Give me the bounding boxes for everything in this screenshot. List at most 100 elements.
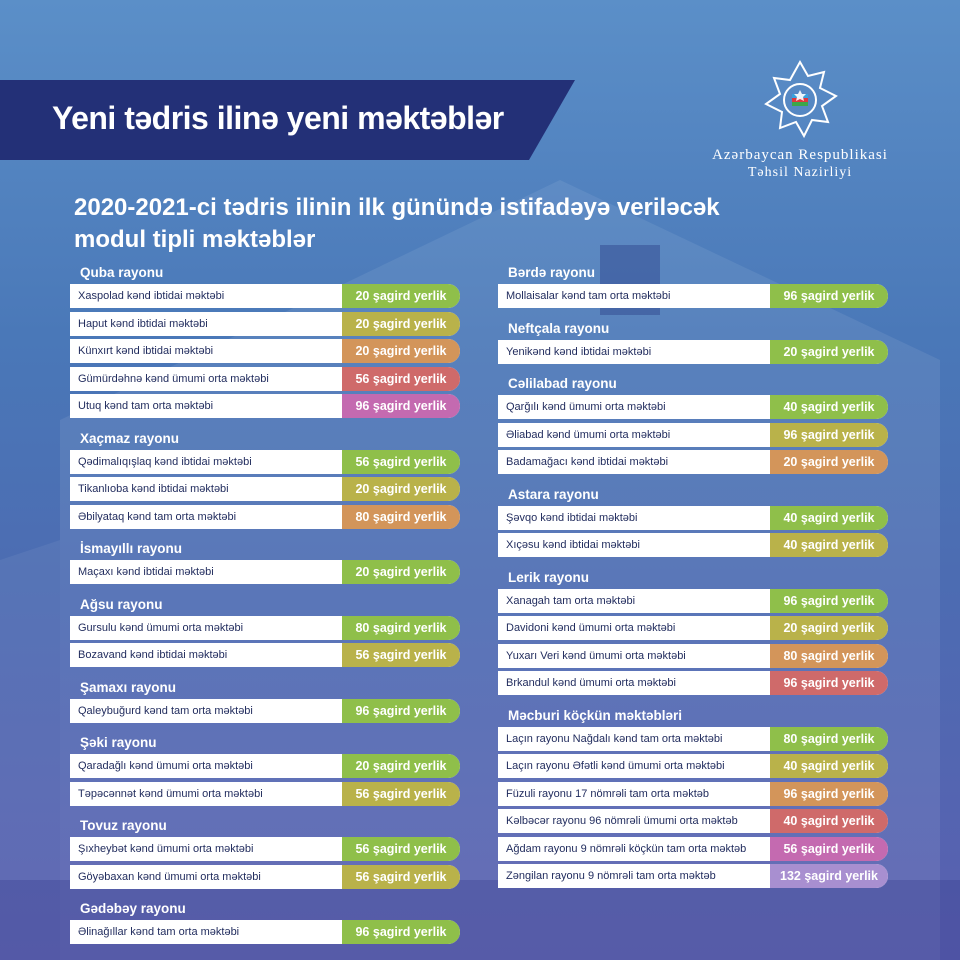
school-name: Mollaisalar kənd tam orta məktəbi	[506, 290, 671, 302]
school-name: Əliabad kənd ümumi orta məktəbi	[506, 428, 671, 441]
capacity-badge: 80 şagird yerlik	[342, 615, 460, 640]
school-name: Qaleybuğurd kənd tam orta məktəbi	[78, 704, 253, 717]
region-heading: Xaçmaz rayonu	[80, 430, 180, 446]
capacity-badge: 96 şagird yerlik	[770, 781, 888, 806]
region-heading: Məcburi köçkün məktəbləri	[508, 707, 683, 723]
school-name: Əbilyataq kənd tam orta məktəbi	[78, 510, 237, 523]
capacity-badge: 96 şagird yerlik	[770, 671, 888, 695]
capacity-badge: 20 şagird yerlik	[342, 560, 460, 584]
ministry-emblem-icon	[764, 59, 838, 139]
title-banner	[0, 80, 575, 160]
school-row: Davidoni kənd ümumi orta məktəbi 20 şagir…	[498, 616, 888, 640]
school-name: Xaspolad kənd ibtidai məktəbi	[78, 290, 225, 302]
capacity-badge: 20 şagird yerlik	[342, 339, 460, 363]
school-name: Əlinağıllar kənd tam orta məktəbi	[78, 926, 240, 938]
school-name: Laçın rayonu Əfətli kənd ümumi orta məkt…	[506, 760, 725, 772]
school-row: Laçın rayonu Əfətli kənd ümumi orta məkt…	[498, 754, 888, 778]
capacity-badge: 56 şagird yerlik	[342, 837, 460, 861]
page-subtitle: 2020-2021-ci tədris ilinin ilk günündə i…	[74, 192, 764, 256]
capacity-badge: 56 şagird yerlik	[770, 836, 888, 861]
region-heading: Neftçala rayonu	[508, 320, 610, 336]
region-heading: Tovuz rayonu	[80, 818, 167, 833]
school-name: Ağdam rayonu 9 nömrəli köçkün tam orta m…	[506, 842, 747, 855]
subtitle-line-2: modul tipli məktəblər	[74, 226, 316, 253]
capacity-badge: 80 şagird yerlik	[770, 726, 888, 751]
school-row: Yuxarı Veri kənd ümumi orta məktəbi 80 şa…	[498, 643, 888, 668]
school-name: Laçın rayonu Nağdalı kənd tam orta məktə…	[506, 732, 723, 745]
ministry-name: Azərbaycan Respublikasi Təhsil Nazirliyi	[700, 146, 900, 181]
school-name: Xanagah tam orta məktəbi	[506, 594, 636, 607]
region-heading: Ağsu rayonu	[80, 596, 163, 612]
school-name: Bozavand kənd ibtidai məktəbi	[78, 649, 228, 661]
school-name: Təpəcənnət kənd ümumi orta məktəbi	[78, 787, 263, 800]
school-name: Maçaxı kənd ibtidai məktəbi	[78, 566, 214, 578]
school-name: Xıçəsu kənd ibtidai məktəbi	[506, 539, 640, 551]
ministry-line-1: Azərbaycan Respublikasi	[712, 147, 888, 163]
capacity-badge: 20 şagird yerlik	[342, 754, 460, 778]
school-row: Əliabad kənd ümumi orta məktəbi 96 şagird…	[498, 422, 888, 447]
school-row: Qaradağlı kənd ümumi orta məktəbi 20 şagi…	[70, 754, 460, 778]
school-row: Qarğılı kənd ümumi orta məktəbi 40 şagird…	[498, 395, 888, 419]
school-name: Tikanlıoba kənd ibtidai məktəbi	[78, 483, 229, 495]
school-name: Göyəbaxan kənd ümumi orta məktəbi	[78, 870, 261, 883]
school-name: Utuq kənd tam orta məktəbi	[78, 400, 214, 412]
school-name: Şəvqo kənd ibtidai məktəbi	[506, 511, 638, 524]
capacity-badge: 96 şagird yerlik	[770, 588, 888, 613]
school-row: Haput kənd ibtidai məktəbi 20 şagird yerl…	[70, 311, 460, 336]
school-name: Qarğılı kənd ümumi orta məktəbi	[506, 401, 666, 413]
school-name: Qaradağlı kənd ümumi orta məktəbi	[78, 760, 253, 772]
capacity-badge: 20 şagird yerlik	[770, 616, 888, 640]
school-row: Füzuli rayonu 17 nömrəli tam orta məktəb…	[498, 781, 888, 806]
capacity-badge: 20 şagird yerlik	[342, 477, 460, 501]
school-row: Əlinağıllar kənd tam orta məktəbi 96 şagi…	[70, 920, 460, 944]
school-row: Gümürdəhnə kənd ümumi orta məktəbi 56 şag…	[70, 366, 460, 391]
right-school-list: Bərdə rayonu Mollaisalar kənd tam orta mə…	[498, 262, 888, 892]
region-heading: Gədəbəy rayonu	[80, 901, 186, 916]
region-heading: Bərdə rayonu	[508, 265, 596, 280]
capacity-badge: 20 şagird yerlik	[770, 339, 888, 364]
region-heading: Quba rayonu	[80, 265, 164, 280]
capacity-badge: 40 şagird yerlik	[770, 809, 888, 833]
school-row: Qədimalıqışlaq kənd ibtidai məktəbi 56 şa…	[70, 449, 460, 474]
school-row: Qaleybuğurd kənd tam orta məktəbi 96 şagi…	[70, 698, 460, 723]
page-title: Yeni tədris ilinə yeni məktəblər	[52, 100, 504, 136]
school-row: Təpəcənnət kənd ümumi orta məktəbi 56 şag…	[70, 781, 460, 806]
school-name: Kəlbəcər rayonu 96 nömrəli ümumi orta mə…	[506, 815, 738, 827]
capacity-badge: 40 şagird yerlik	[770, 754, 888, 778]
school-row: Laçın rayonu Nağdalı kənd tam orta məktə…	[498, 726, 888, 751]
capacity-badge: 20 şagird yerlik	[342, 284, 460, 308]
school-row: Göyəbaxan kənd ümumi orta məktəbi 56 şagi…	[70, 864, 460, 889]
school-row: Tikanlıoba kənd ibtidai məktəbi 20 şagird…	[70, 477, 460, 501]
school-name: Yenikənd kənd ibtidai məktəbi	[506, 345, 652, 358]
school-name: Qədimalıqışlaq kənd ibtidai məktəbi	[78, 455, 252, 468]
capacity-badge: 20 şagird yerlik	[770, 450, 888, 474]
school-row: Əbilyataq kənd tam orta məktəbi 80 şagird…	[70, 504, 460, 529]
school-row: Zəngilan rayonu 9 nömrəli tam orta məktə…	[498, 864, 888, 888]
region-heading: Cəlilabad rayonu	[508, 376, 617, 391]
school-name: Gursulu kənd ümumi orta məktəbi	[78, 621, 244, 634]
subtitle-line-1: 2020-2021-ci tədris ilinin ilk günündə i…	[74, 194, 720, 221]
school-name: Badamağacı kənd ibtidai məktəbi	[506, 456, 669, 468]
school-name: Haput kənd ibtidai məktəbi	[78, 317, 208, 330]
region-heading: Şəki rayonu	[80, 735, 157, 750]
school-name: Füzuli rayonu 17 nömrəli tam orta məktəb	[506, 787, 709, 800]
capacity-badge: 56 şagird yerlik	[342, 643, 460, 667]
school-row: Brkandul kənd ümumi orta məktəbi 96 şagir…	[498, 671, 888, 695]
region-heading: Lerik rayonu	[508, 569, 590, 585]
school-row: Künxırt kənd ibtidai məktəbi 20 şagird ye…	[70, 339, 460, 363]
capacity-badge: 40 şagird yerlik	[770, 505, 888, 530]
capacity-badge: 40 şagird yerlik	[770, 395, 888, 419]
school-row: Maçaxı kənd ibtidai məktəbi 20 şagird yer…	[70, 560, 460, 584]
school-row: Yenikənd kənd ibtidai məktəbi 20 şagird y…	[498, 339, 888, 364]
school-row: Utuq kənd tam orta məktəbi 96 şagird yerl…	[70, 394, 460, 418]
school-row: Xanagah tam orta məktəbi 96 şagird yerlik	[498, 588, 888, 613]
capacity-badge: 56 şagird yerlik	[342, 864, 460, 889]
school-name: Yuxarı Veri kənd ümumi orta məktəbi	[506, 649, 686, 662]
capacity-badge: 96 şagird yerlik	[770, 422, 888, 447]
school-row: Şəvqo kənd ibtidai məktəbi 40 şagird yerl…	[498, 505, 888, 530]
school-row: Ağdam rayonu 9 nömrəli köçkün tam orta m…	[498, 836, 888, 861]
region-heading: Astara rayonu	[508, 486, 599, 502]
capacity-badge: 96 şagird yerlik	[342, 698, 460, 723]
capacity-badge: 96 şagird yerlik	[770, 284, 888, 308]
capacity-badge: 80 şagird yerlik	[342, 504, 460, 529]
